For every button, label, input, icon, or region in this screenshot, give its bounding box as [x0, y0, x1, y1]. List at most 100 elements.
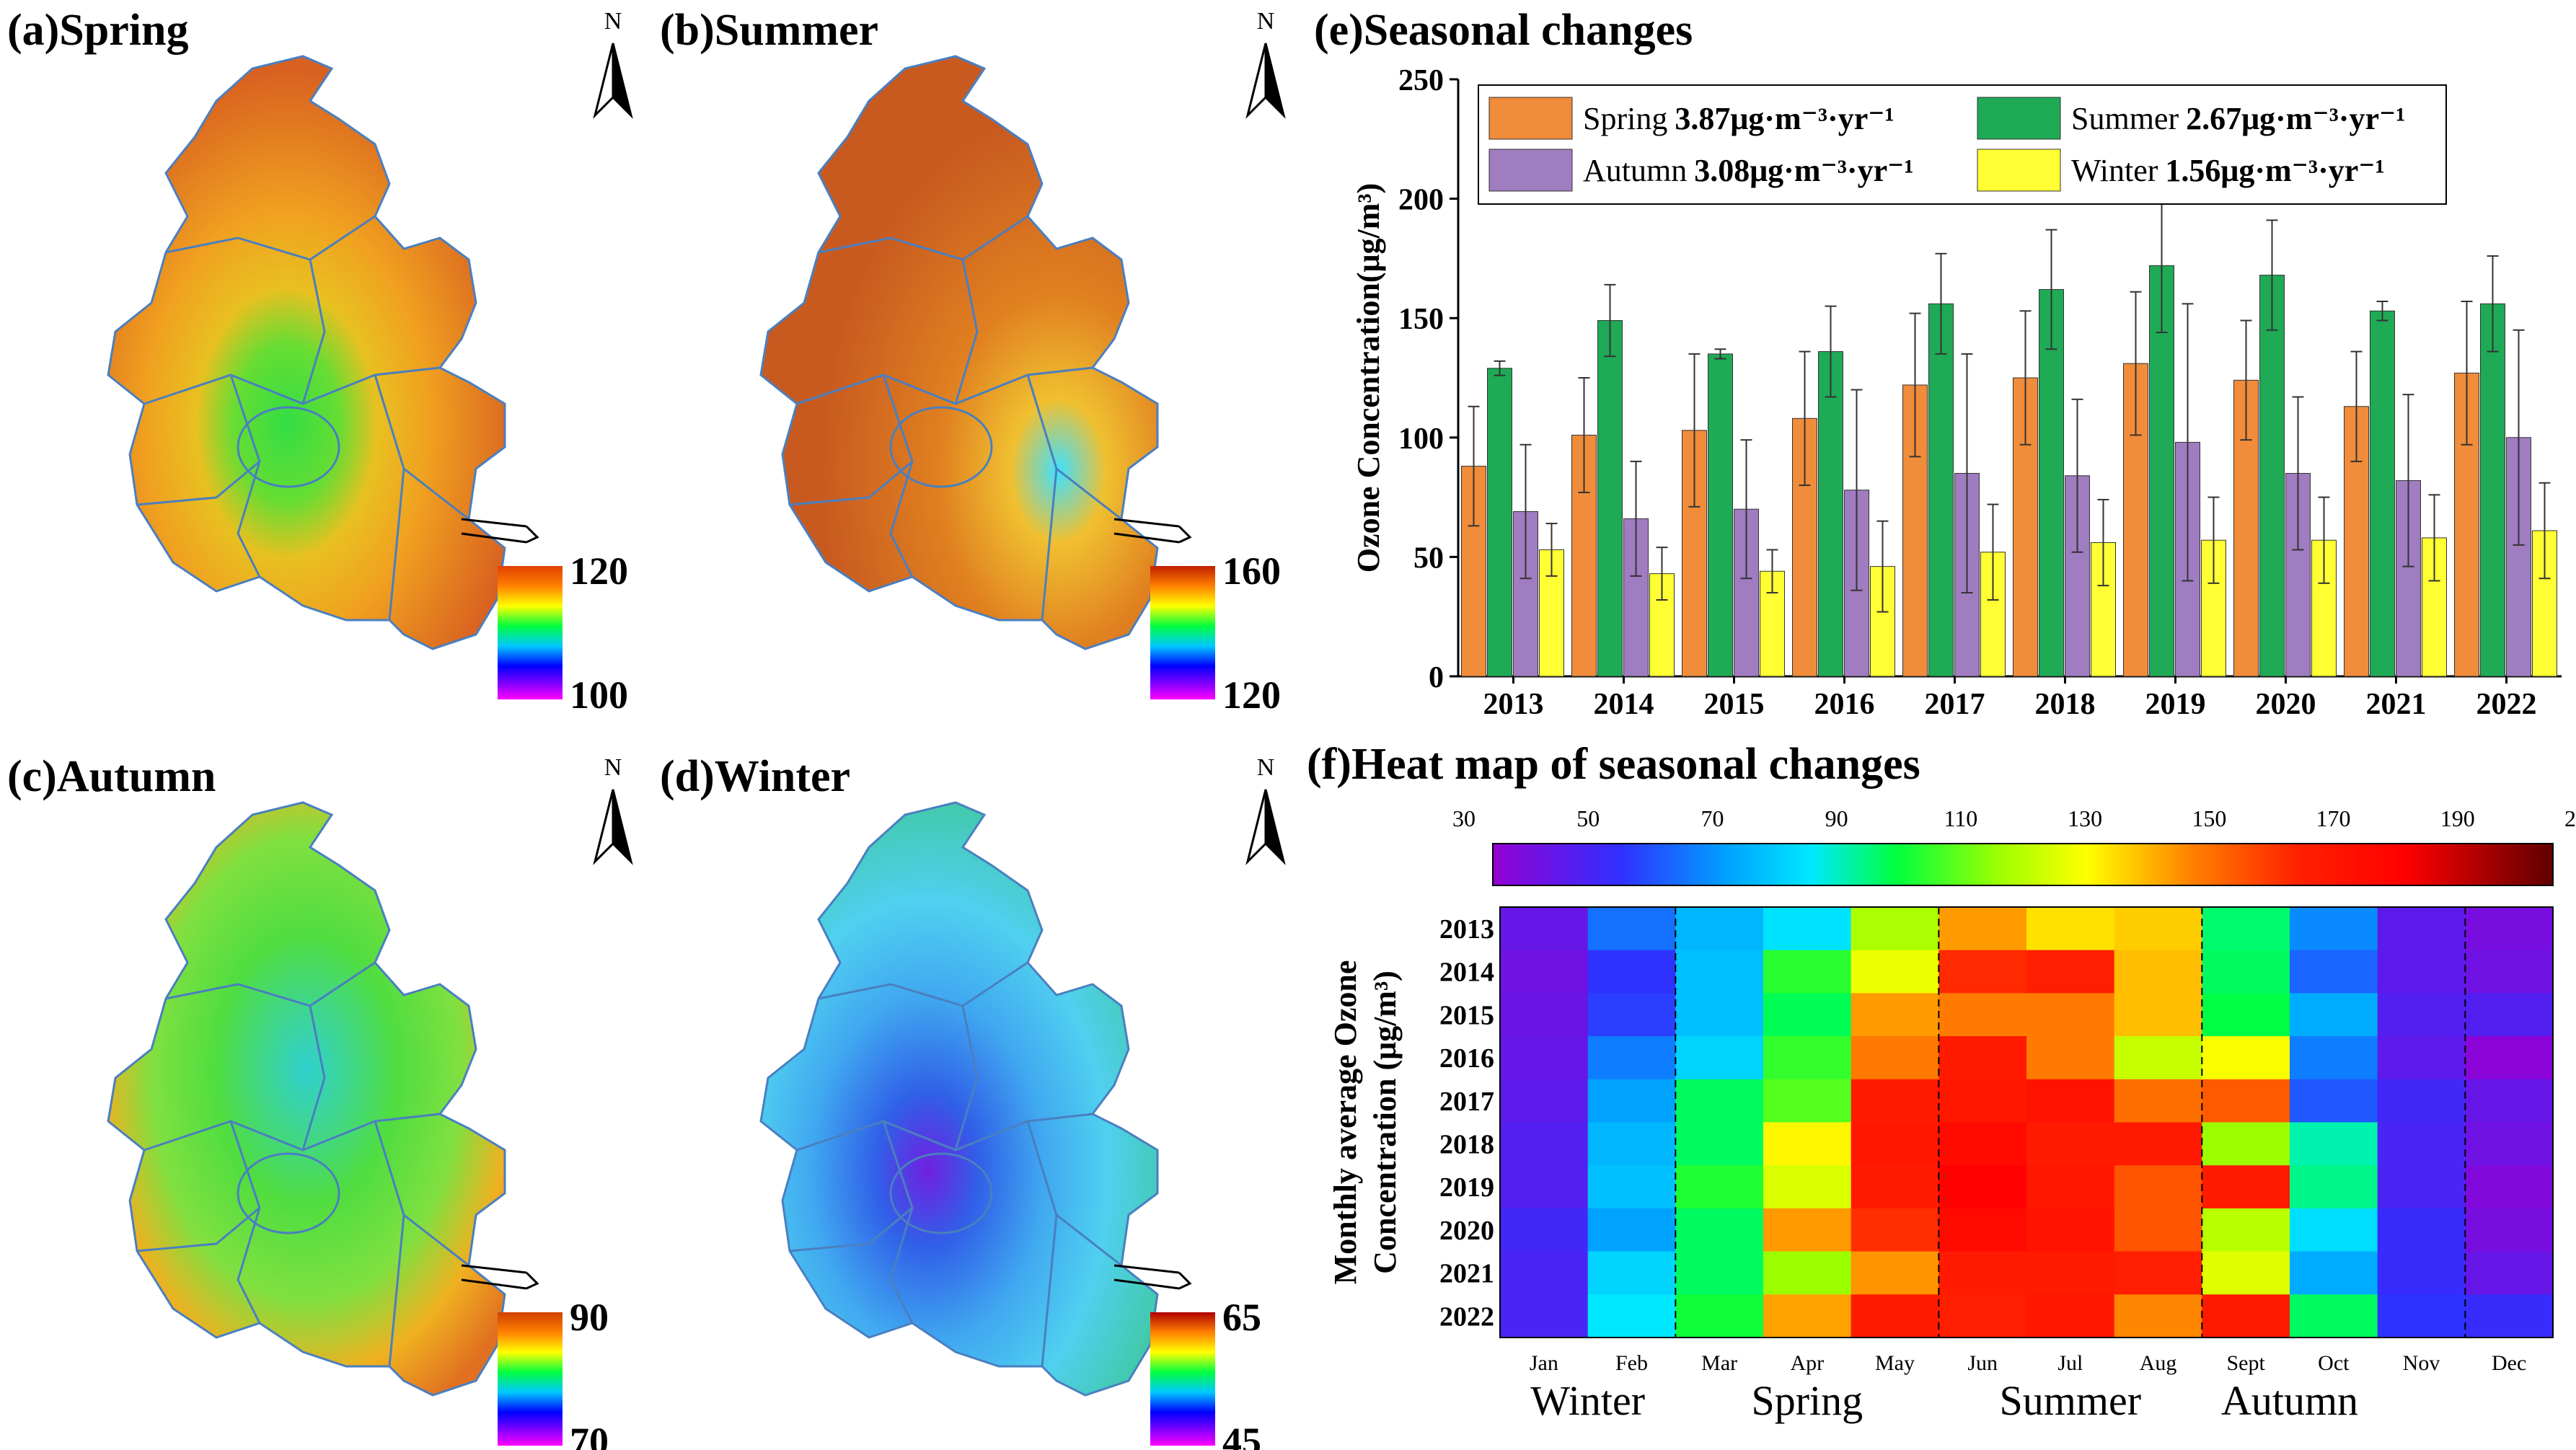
heatmap-cell	[2377, 950, 2466, 994]
heatmap-row-label: 2020	[1439, 1216, 1494, 1246]
heatmap-cell	[2114, 950, 2202, 994]
heatmap-cell	[1587, 993, 1676, 1037]
heatmap-cell	[1675, 1165, 1764, 1209]
heatmap-cell	[1851, 1208, 1939, 1252]
colorbar-max-label: 90	[570, 1296, 609, 1339]
heatmap-cell	[1851, 1251, 1939, 1295]
district-boundary	[136, 1206, 260, 1252]
heatmap-cell	[1763, 1079, 1852, 1123]
heatmap-cell	[1675, 1294, 1764, 1338]
district-boundary	[1056, 467, 1122, 521]
heatmap-cell	[1763, 1036, 1852, 1080]
district-boundary	[818, 215, 1028, 261]
heatmap-cell	[1851, 1294, 1939, 1338]
north-label: N	[604, 754, 622, 781]
heatmap-cell	[2377, 1079, 2466, 1123]
heatmap-cell	[2290, 907, 2378, 951]
heatmap-cell	[1938, 907, 2027, 951]
heatmap-cell	[1763, 1251, 1852, 1295]
heatmap-cell	[2377, 1122, 2466, 1166]
month-label: Mar	[1701, 1351, 1737, 1375]
season-label: Autumn	[2221, 1377, 2358, 1424]
heatmap-cell	[1763, 907, 1852, 951]
heatmap-cell	[1851, 950, 1939, 994]
heatmap-cell	[1587, 1165, 1676, 1209]
map-region-shape	[107, 801, 506, 1397]
heatmap-cell	[1938, 1079, 2027, 1123]
heatmap-cell	[1763, 1122, 1852, 1166]
district-boundary	[165, 961, 376, 1007]
season-label: Summer	[2000, 1377, 2142, 1424]
heatmap-cell	[1938, 950, 2027, 994]
heatmap-cell	[1500, 1079, 1589, 1123]
heatmap-cell	[2465, 1122, 2554, 1166]
heatmap-cell	[1851, 907, 1939, 951]
map-label: (c)Autumn	[7, 752, 216, 801]
legend-rate: 2.67μg·m⁻³·yr⁻¹	[2186, 101, 2405, 136]
month-label: Dec	[2492, 1351, 2526, 1375]
north-arrow-left	[593, 789, 614, 865]
north-label: N	[1257, 754, 1275, 781]
heatmap-cell	[2465, 1165, 2554, 1209]
heatmap-row-label: 2014	[1439, 958, 1494, 988]
heatmap-cell	[2465, 1208, 2554, 1252]
map-region-shape	[759, 55, 1159, 650]
heatmap-cell	[1500, 993, 1589, 1037]
heatmap-row-label: 2015	[1439, 1000, 1494, 1030]
heatmap-cell	[2202, 1079, 2290, 1123]
month-label: Feb	[1615, 1351, 1648, 1375]
legend-entry: Summer 2.67μg·m⁻³·yr⁻¹	[2071, 101, 2405, 136]
scale-tick-label: 30	[1452, 805, 1476, 831]
heatmap-cell	[2290, 1165, 2378, 1209]
heatmap-cell	[1938, 993, 2027, 1037]
colorbar-max-label: 120	[570, 549, 628, 593]
district-boundary	[237, 406, 340, 488]
heatmap-cell	[1938, 1036, 2027, 1080]
heatmap-row-label: 2019	[1439, 1172, 1494, 1203]
legend-entry: Autumn 3.08μg·m⁻³·yr⁻¹	[1583, 153, 1914, 188]
heatmap-cell	[1675, 950, 1764, 994]
heatmap-cell	[2202, 993, 2290, 1037]
north-arrow-right	[612, 43, 633, 119]
district-boundary	[789, 460, 913, 506]
heatmap-cell	[2290, 993, 2378, 1037]
heatmap-cell	[1675, 1079, 1764, 1123]
scale-tick-label: 130	[2068, 805, 2102, 831]
scale-tick-label: 210	[2564, 805, 2576, 831]
heatmap-cell	[2026, 1036, 2115, 1080]
heatmap-cell	[2465, 993, 2554, 1037]
heatmap-cell	[2290, 950, 2378, 994]
legend-swatch-spring	[1488, 97, 1573, 140]
heatmap-cell	[1500, 1036, 1589, 1080]
heatmap-cell	[2202, 907, 2290, 951]
heatmap-cell	[2026, 950, 2115, 994]
heatmap-cell	[1587, 907, 1676, 951]
heatmap-cell	[2114, 993, 2202, 1037]
district-boundary	[882, 1120, 914, 1324]
legend-swatch-winter	[1977, 149, 2061, 192]
heatmap-cell	[2377, 1251, 2466, 1295]
heatmap-cell	[2026, 1251, 2115, 1295]
y-tick-label: 50	[1413, 541, 1444, 575]
scale-tick-label: 70	[1701, 805, 1724, 831]
north-arrow-icon: N	[1245, 8, 1286, 119]
scale-tick-label: 110	[1944, 805, 1977, 831]
heatmap-cell	[1587, 1036, 1676, 1080]
heatmap-cell	[2114, 1165, 2202, 1209]
heatmap-cell	[1587, 1251, 1676, 1295]
bar-summer	[2480, 303, 2505, 677]
y-tick-label: 100	[1398, 423, 1444, 456]
month-label: Oct	[2318, 1351, 2350, 1375]
heatmap-cell	[2465, 1079, 2554, 1123]
heatmap-cell	[2465, 907, 2554, 951]
heatmap-row-label: 2017	[1439, 1087, 1494, 1117]
y-tick-label: 0	[1429, 661, 1444, 694]
map-colorbar	[498, 1312, 563, 1446]
x-tick-label: 2015	[1704, 688, 1765, 721]
heatmap-cell	[1675, 1122, 1764, 1166]
district-boundary	[301, 259, 326, 405]
heatmap-ylabel-line1: Monthly average Ozone	[1328, 960, 1363, 1285]
heatmap-cell	[1851, 1165, 1939, 1209]
district-boundary	[954, 259, 979, 405]
legend-rate: 3.87μg·m⁻³·yr⁻¹	[1675, 101, 1894, 136]
